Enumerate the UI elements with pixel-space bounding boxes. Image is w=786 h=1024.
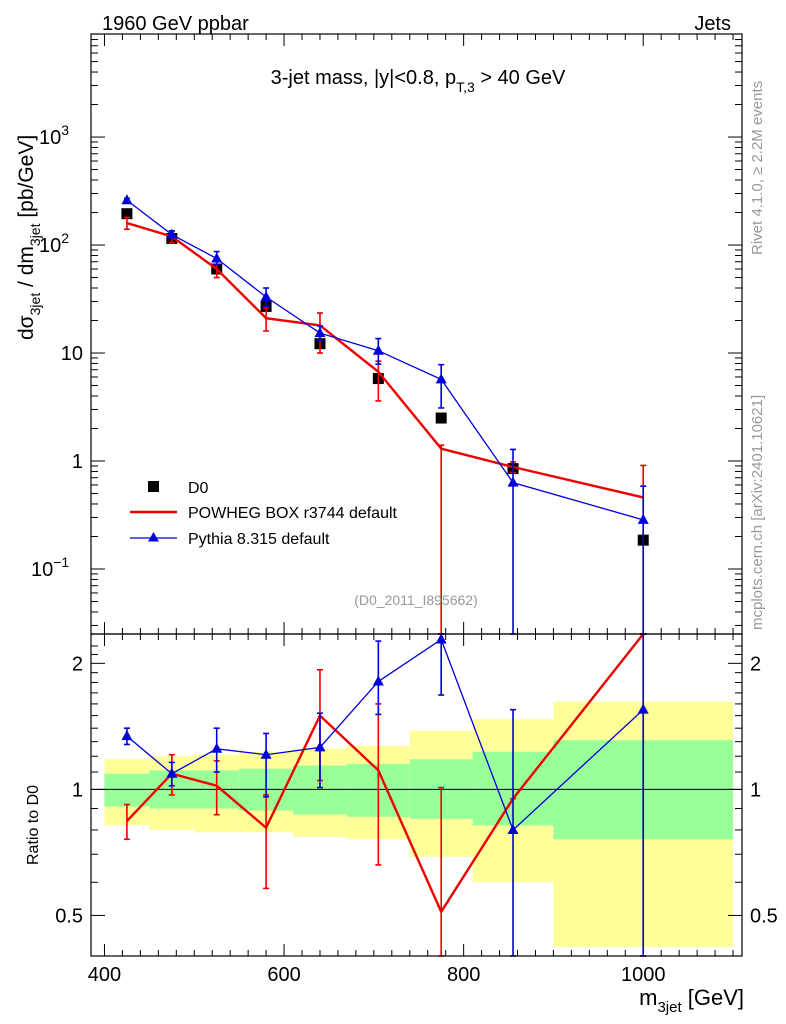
y-tick-label-main: 10 [61,343,83,365]
powheg-main-line [126,221,644,499]
d0-data-point [435,412,447,424]
legend-d0-label: D0 [188,480,209,497]
pythia-main-point [260,291,272,302]
rivet-label: Rivet 4.1.0, ≥ 2.2M events [749,81,766,255]
data-series [121,194,649,957]
y-tick-label-main: 102 [39,230,69,257]
pythia-main-line [126,199,644,521]
pythia-main-point [372,344,384,355]
ratio-y-axis-label: Ratio to D0 [25,785,42,865]
legend-pythia-label: Pythia 8.315 default [188,531,330,548]
pythia-main-point [435,373,447,384]
d0-data-point [121,208,133,220]
header-right: Jets [694,13,731,35]
x-tick-label: 400 [88,964,121,986]
pythia-ratio-point [372,675,384,686]
x-tick-label: 1000 [621,964,666,986]
y-tick-label-ratio-right: 1 [750,779,761,801]
y-tick-label-ratio-left: 1 [72,779,83,801]
x-tick-label: 800 [447,964,480,986]
y-tick-label-main: 10−1 [31,554,69,581]
pythia-ratio-point [121,730,133,741]
header-left: 1960 GeV ppbar [102,13,249,35]
x-tick-label: 600 [267,964,300,986]
pythia-ratio-point [260,748,272,759]
y-tick-label-ratio-left: 2 [72,653,83,675]
pythia-ratio-point [166,767,178,778]
pythia-ratio-point [314,741,326,752]
pythia-main-point [166,228,178,239]
pythia-main-point [507,476,519,487]
pythia-main-point [121,194,133,205]
y-tick-label-ratio-right: 0.5 [750,905,778,927]
analysis-id: (D0_2011_I895662) [354,592,478,608]
legend-pythia-marker [148,532,159,542]
pythia-main-point [314,327,326,338]
pythia-main-point [211,252,223,263]
pythia-main-point [637,513,649,524]
y-tick-label-ratio-left: 0.5 [55,905,83,927]
inner-band-bin [104,773,150,807]
legend: D0 POWHEG BOX r3744 default Pythia 8.315… [130,480,398,548]
pythia-ratio-point [435,633,447,644]
uncertainty-bands [104,701,734,948]
plot-title: 3-jet mass, |y|<0.8, pT,3 > 40 GeV [271,67,566,95]
main-y-axis-label: dσ3jet / dm3jet [pb/GeV] [15,135,43,340]
pythia-ratio-point [637,703,649,714]
pythia-ratio-point [211,742,223,753]
x-axis-label: m3jet [GeV] [639,985,744,1016]
mcplots-label: mcplots.cern.ch [arXiv:2401.10621] [749,395,766,630]
legend-d0-marker [148,481,159,492]
y-tick-label-main: 1 [72,451,83,473]
y-tick-label-main: 103 [39,122,69,149]
y-tick-label-ratio-right: 2 [750,653,761,675]
ratio-plot-frame [90,633,743,957]
legend-powheg-label: POWHEG BOX r3744 default [188,505,398,522]
pythia-ratio-point [507,823,519,834]
